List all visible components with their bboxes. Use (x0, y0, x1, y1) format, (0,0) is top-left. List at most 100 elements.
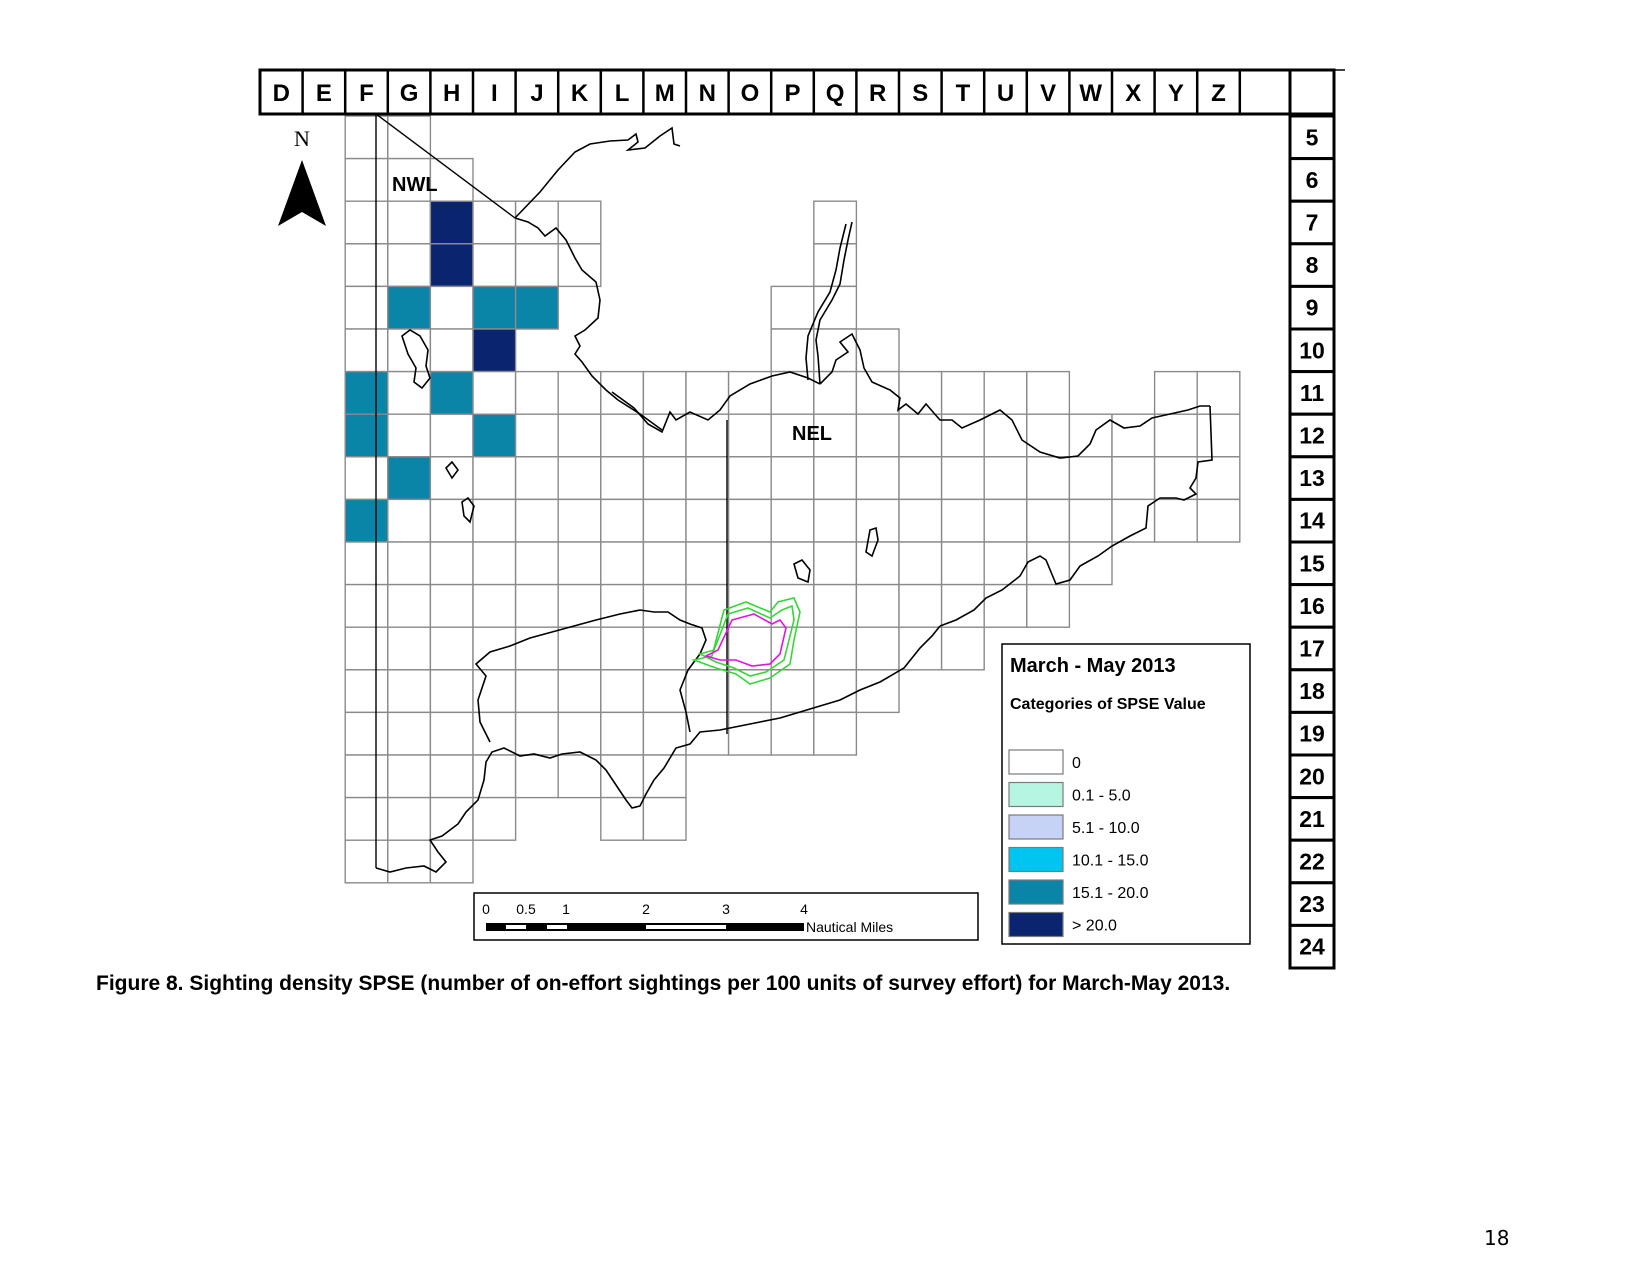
scale-tick-label: 1 (562, 901, 570, 917)
grid-cell (514, 285, 559, 330)
grid-cell (898, 541, 943, 586)
column-label: M (655, 80, 675, 107)
grid-cell (727, 711, 772, 756)
column-label: Y (1168, 80, 1184, 107)
region-label-nwl: NWL (392, 174, 438, 196)
grid-cell (557, 498, 602, 543)
grid-cell (855, 541, 900, 586)
grid-cell (387, 669, 432, 714)
column-label: J (530, 80, 543, 107)
grid-cell (1068, 498, 1113, 543)
coastline (375, 126, 1213, 873)
column-label: R (869, 80, 886, 107)
grid-cell (983, 456, 1028, 501)
scale-tick-label: 3 (722, 901, 730, 917)
legend-swatch (1008, 879, 1064, 905)
grid-cell (472, 796, 517, 841)
grid-cell (514, 243, 559, 288)
grid-cell (429, 328, 474, 373)
grid-cell (429, 541, 474, 586)
grid-cell (600, 370, 645, 415)
grid-cell (1153, 413, 1198, 458)
grid-cell (727, 456, 772, 501)
grid-cell (898, 583, 943, 628)
grid-cell (770, 498, 815, 543)
grid-cell (557, 669, 602, 714)
grid-cell (557, 541, 602, 586)
grid-cell (600, 754, 645, 799)
grid-cell (770, 541, 815, 586)
grid-cell (855, 456, 900, 501)
grid-cell (344, 498, 389, 543)
grid-cell (429, 498, 474, 543)
grid-cell (514, 754, 559, 799)
grid-cell (387, 498, 432, 543)
grid-cell (898, 413, 943, 458)
grid-cell (344, 328, 389, 373)
grid-cell (472, 754, 517, 799)
grid-cell (344, 285, 389, 330)
legend-item-label: 0 (1072, 755, 1081, 772)
grid-cell (429, 669, 474, 714)
scale-tick-label: 4 (800, 901, 808, 917)
grid-cell (813, 498, 858, 543)
grid-cell (770, 711, 815, 756)
column-label: P (784, 80, 800, 107)
grid-cell (1196, 413, 1241, 458)
row-label: 22 (1299, 849, 1325, 875)
scale-bar: 0 0.5 1 2 3 4 Nautical Miles (473, 892, 979, 941)
grid-cell (685, 456, 730, 501)
legend-swatch (1008, 781, 1064, 808)
legend: March - May 2013 Categories of SPSE Valu… (1001, 643, 1251, 945)
grid-cell (1068, 541, 1113, 586)
grid-cell (600, 498, 645, 543)
grid-cell (940, 498, 985, 543)
grid-cell (387, 583, 432, 628)
grid-cell (344, 583, 389, 628)
column-label: Z (1211, 80, 1226, 107)
grid-cell (387, 413, 432, 458)
grid-cell (344, 711, 389, 756)
grid-cell (472, 498, 517, 543)
legend-swatch (1008, 814, 1064, 840)
scale-unit-label: Nautical Miles (806, 919, 893, 935)
grid-cell (514, 626, 559, 671)
grid-cell (514, 669, 559, 714)
grid-cell (472, 669, 517, 714)
grid-cell (557, 456, 602, 501)
grid-cell (813, 456, 858, 501)
grid-cell (387, 370, 432, 415)
column-label: N (699, 80, 716, 107)
grid-cell (685, 669, 730, 714)
grid-cell (642, 541, 687, 586)
grid-cell (387, 626, 432, 671)
grid-cell (600, 541, 645, 586)
legend-item-label: > 20.0 (1072, 918, 1117, 935)
grid-cell (472, 626, 517, 671)
grid-cell (898, 626, 943, 671)
grid-cell (813, 541, 858, 586)
row-label: 16 (1299, 593, 1325, 619)
grid-cell (557, 200, 602, 245)
grid-cell (855, 583, 900, 628)
grid-cell (344, 541, 389, 586)
grid-cell (387, 200, 432, 245)
grid-cell (983, 498, 1028, 543)
grid-cell (983, 541, 1028, 586)
row-label: 19 (1299, 721, 1325, 747)
grid-cell (557, 711, 602, 756)
survey-boundary-lines (375, 113, 728, 868)
grid-cell (472, 370, 517, 415)
grid-cell (685, 583, 730, 628)
column-label: W (1079, 80, 1102, 107)
page-number: 18 (1484, 1226, 1510, 1250)
column-label: T (956, 80, 971, 107)
row-label: 10 (1299, 337, 1325, 363)
grid-cell (600, 413, 645, 458)
exclusion-zone (691, 597, 801, 685)
scale-tick-label: 2 (642, 901, 650, 917)
grid-cell (1196, 456, 1241, 501)
column-label: E (316, 80, 332, 107)
row-label: 6 (1306, 167, 1319, 193)
grid-cell (642, 669, 687, 714)
